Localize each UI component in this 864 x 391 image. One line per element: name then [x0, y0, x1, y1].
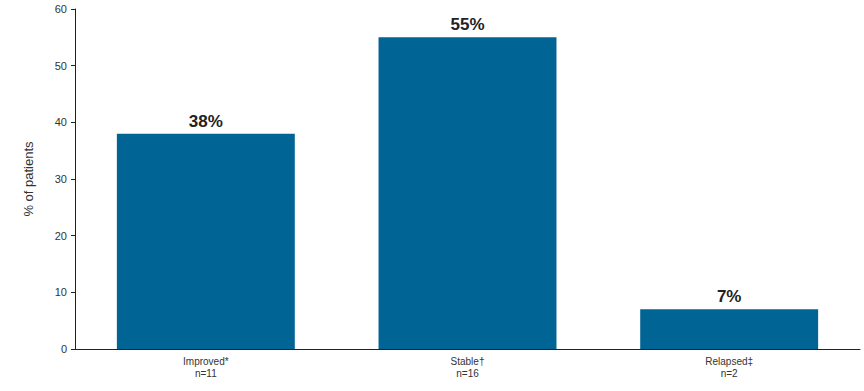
svg-text:0: 0: [61, 343, 67, 355]
svg-text:60: 60: [55, 3, 67, 15]
svg-text:55%: 55%: [450, 15, 484, 34]
svg-text:20: 20: [55, 230, 67, 242]
svg-text:10: 10: [55, 286, 67, 298]
svg-text:Improved*: Improved*: [183, 356, 229, 367]
svg-text:38%: 38%: [189, 112, 223, 131]
svg-text:40: 40: [55, 116, 67, 128]
svg-text:7%: 7%: [717, 287, 742, 306]
svg-text:n=2: n=2: [721, 368, 738, 379]
svg-text:30: 30: [55, 173, 67, 185]
svg-text:Stable†: Stable†: [451, 356, 485, 367]
svg-text:50: 50: [55, 60, 67, 72]
svg-text:% of patients: % of patients: [21, 141, 36, 217]
svg-text:Relapsed‡: Relapsed‡: [705, 356, 753, 367]
svg-text:n=11: n=11: [195, 368, 217, 379]
svg-text:n=16: n=16: [456, 368, 479, 379]
